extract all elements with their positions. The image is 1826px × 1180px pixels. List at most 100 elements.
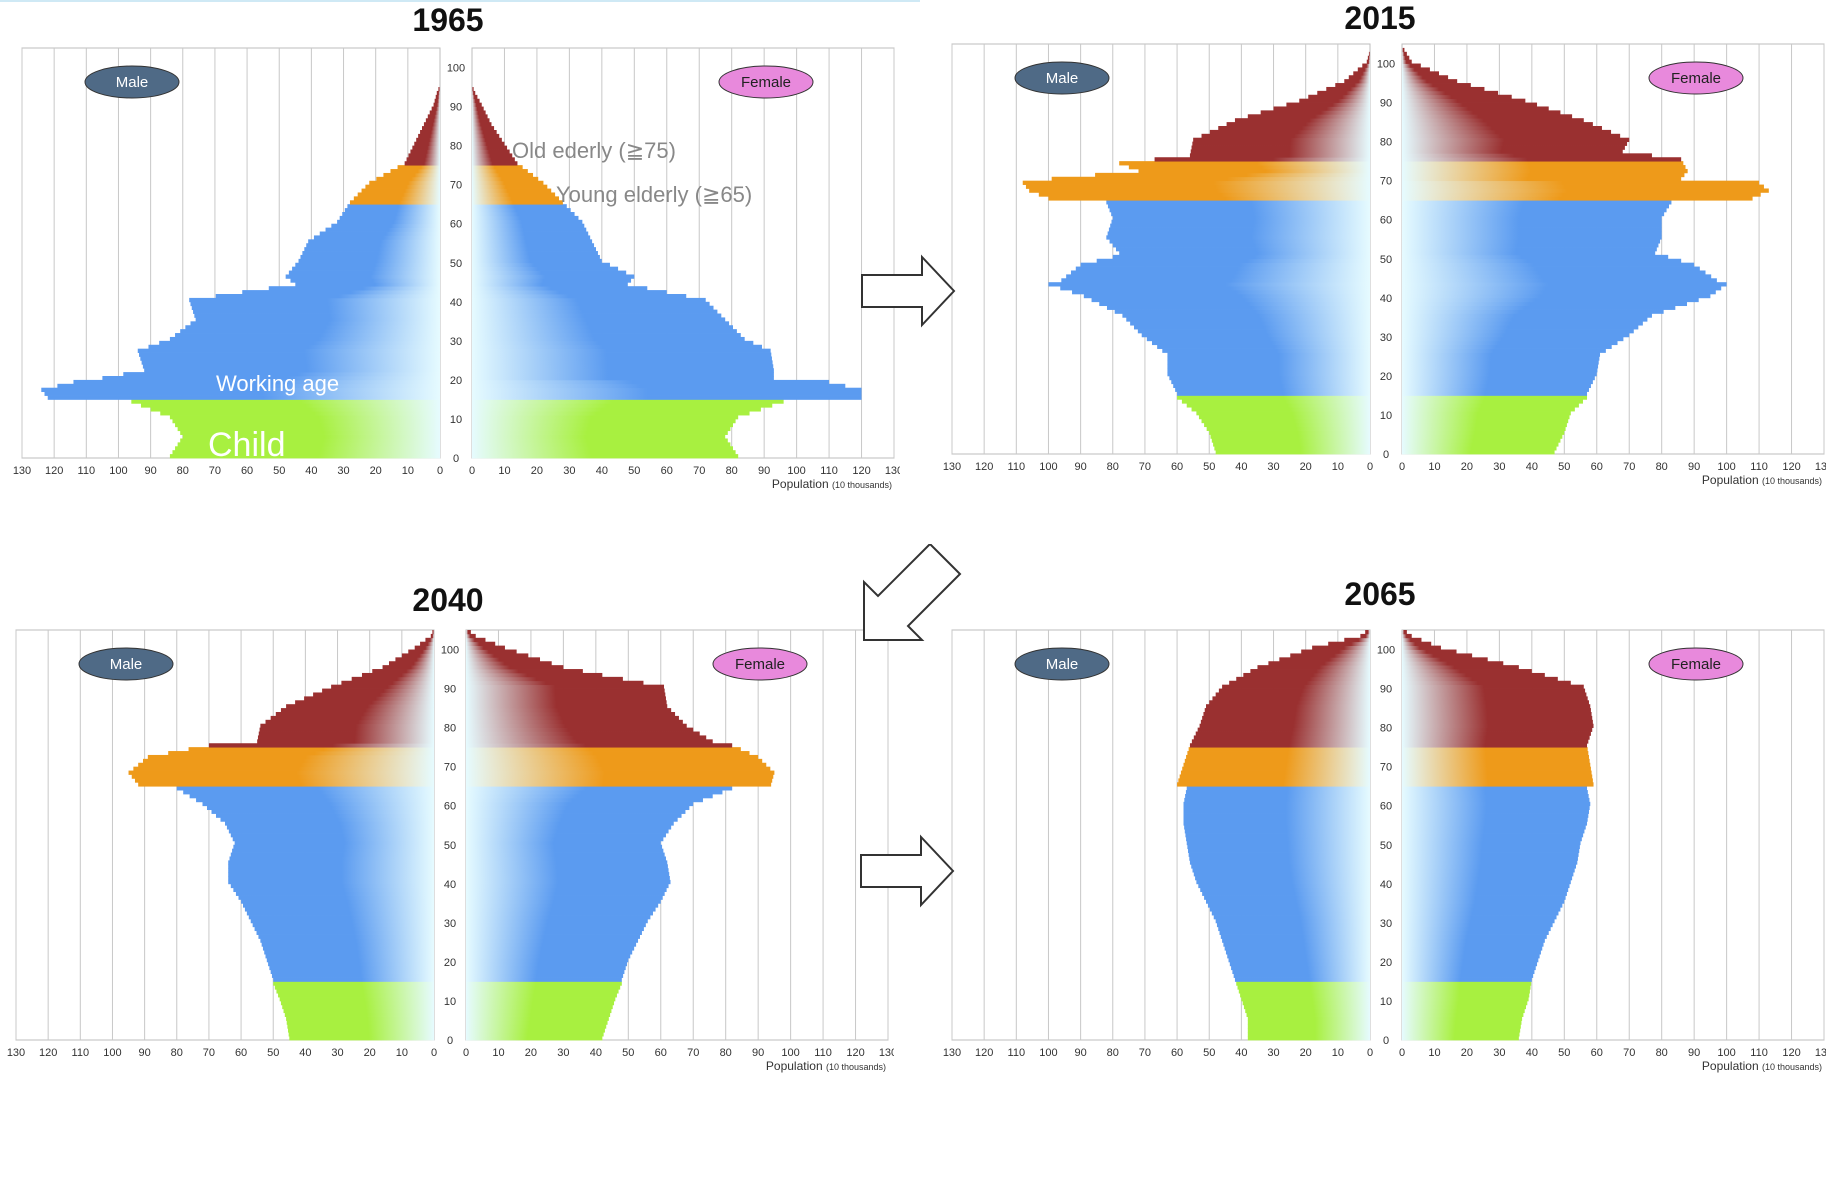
female-bar (1402, 411, 1571, 416)
female-bar (1402, 981, 1532, 986)
x-tick-label: 30 (1267, 461, 1279, 473)
male-bar (1365, 630, 1370, 635)
female-bar (472, 340, 754, 346)
male-bar (1095, 172, 1370, 178)
male-bar (1188, 747, 1370, 752)
female-bar (472, 98, 480, 104)
female-bar (1402, 262, 1695, 267)
x-tick-label: 130 (13, 465, 31, 477)
x-tick-label: 30 (1493, 1047, 1505, 1059)
male-bar (1189, 153, 1370, 158)
female-bar (1402, 1024, 1521, 1029)
female-bar (466, 852, 665, 857)
female-bar (466, 661, 552, 666)
female-bar (1402, 762, 1591, 768)
annotation-child: Child (208, 426, 285, 464)
male-bar (228, 829, 434, 834)
age-tick-label: 80 (1380, 723, 1392, 735)
female-bar (1402, 114, 1573, 119)
x-tick-label: 0 (469, 465, 475, 477)
x-tick-label: 30 (1267, 1047, 1279, 1059)
male-bar (313, 235, 440, 240)
female-bar (1402, 301, 1688, 307)
male-bar (1246, 1012, 1370, 1017)
x-tick-label: 40 (1235, 461, 1247, 473)
female-bar (1402, 313, 1652, 318)
male-bar (322, 688, 434, 693)
male-bar (1070, 270, 1370, 275)
male-bar (1173, 383, 1370, 389)
female-bar (472, 305, 714, 311)
male-bar (425, 637, 434, 643)
age-tick-label: 40 (1380, 293, 1392, 305)
female-bar (1402, 118, 1584, 123)
male-bar (268, 286, 440, 291)
female-bar (1402, 821, 1588, 826)
male-bar (256, 930, 434, 935)
male-bar (243, 903, 434, 908)
female-bar (1402, 977, 1532, 982)
male-bar (266, 958, 434, 963)
female-bar (466, 840, 661, 846)
female-bar (466, 680, 644, 686)
male-bar (189, 794, 434, 799)
male-bar (259, 727, 434, 732)
female-bar (466, 825, 672, 830)
age-tick-label: 100 (1377, 59, 1395, 71)
x-tick-label: 110 (78, 465, 96, 477)
age-tick-label: 10 (444, 996, 456, 1008)
female-bar (472, 360, 773, 365)
female-bar (472, 106, 484, 111)
male-bar (1111, 211, 1370, 217)
female-bar (1402, 98, 1526, 103)
male-bar (139, 352, 441, 357)
male-bar (1225, 950, 1370, 955)
x-tick-label: 80 (1107, 461, 1119, 473)
female-bar (472, 446, 733, 451)
female-bar (472, 399, 784, 404)
x-tick-label: 20 (364, 1047, 376, 1059)
female-bar (472, 141, 505, 147)
female-bar (466, 735, 707, 740)
female-bar (1402, 958, 1539, 963)
age-tick-label: 50 (1380, 254, 1392, 266)
age-tick-label: 30 (1380, 332, 1392, 344)
male-bar (189, 297, 440, 303)
male-bar (1193, 137, 1370, 143)
male-bar (1183, 809, 1370, 814)
age-tick-label: 30 (450, 336, 462, 348)
female-bar (466, 1032, 604, 1037)
female-bar (472, 270, 627, 275)
female-bar (1402, 430, 1565, 435)
male-bar (246, 911, 434, 916)
male-bar (1214, 446, 1370, 451)
population-axis-label: Population (10 thousands) (766, 1059, 886, 1073)
female-bar (472, 301, 710, 307)
x-tick-label: 40 (596, 465, 608, 477)
female-bar (466, 1008, 612, 1014)
male-bar (193, 309, 440, 314)
female-bar (1402, 59, 1412, 64)
female-bar (466, 813, 682, 818)
female-bar (1402, 442, 1559, 447)
female-bar (472, 274, 635, 279)
female-bar (466, 934, 640, 939)
male-bar (1167, 372, 1370, 377)
female-bar (1402, 879, 1571, 885)
male-legend-badge: Male (78, 647, 174, 681)
male-bar (261, 942, 434, 947)
male-bar (1115, 247, 1370, 252)
female-bar (1402, 426, 1566, 431)
female-bar (472, 411, 750, 416)
population-axis-label: Population (10 thousands) (1702, 1059, 1822, 1073)
male-bar (292, 266, 440, 271)
male-bar (1167, 368, 1370, 373)
male-bar (1184, 825, 1370, 830)
female-bar (466, 739, 713, 744)
female-bar (466, 727, 694, 732)
female-bar (1402, 1020, 1522, 1025)
x-tick-label: 90 (1074, 461, 1086, 473)
male-bar (290, 278, 440, 283)
male-bar (147, 754, 435, 760)
male-bar (1029, 188, 1370, 193)
